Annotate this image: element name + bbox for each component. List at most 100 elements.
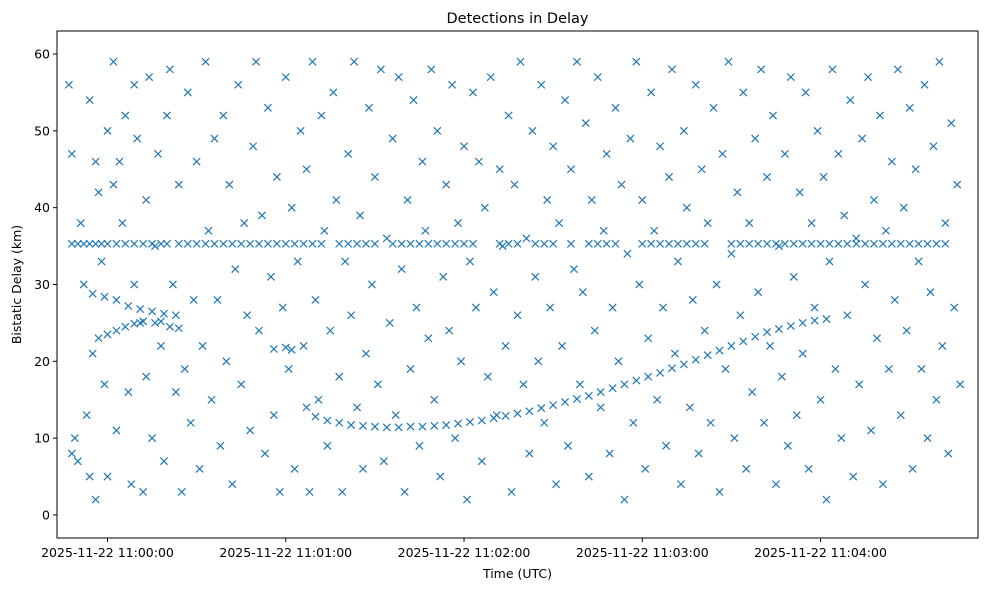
data-point bbox=[64, 80, 73, 89]
data-point bbox=[584, 239, 593, 248]
data-point bbox=[807, 219, 816, 228]
data-point bbox=[358, 421, 368, 430]
data-point bbox=[356, 211, 365, 220]
data-point bbox=[174, 180, 183, 189]
data-point bbox=[364, 103, 373, 112]
data-point bbox=[513, 311, 522, 320]
data-point bbox=[893, 65, 902, 74]
data-point bbox=[266, 272, 275, 281]
data-point bbox=[468, 88, 477, 97]
data-point bbox=[382, 234, 391, 243]
data-point bbox=[540, 418, 549, 427]
data-point bbox=[766, 341, 775, 350]
data-point bbox=[638, 239, 647, 248]
data-point bbox=[246, 239, 255, 248]
data-point bbox=[299, 239, 308, 248]
data-point bbox=[608, 303, 617, 312]
data-point bbox=[944, 449, 953, 458]
data-point bbox=[347, 311, 356, 320]
data-point bbox=[483, 372, 492, 381]
data-point bbox=[673, 257, 682, 266]
data-point bbox=[112, 426, 121, 435]
data-point bbox=[852, 234, 861, 243]
data-point bbox=[153, 149, 163, 158]
data-point bbox=[914, 239, 923, 248]
data-point bbox=[780, 149, 789, 158]
data-point bbox=[664, 172, 674, 181]
data-point bbox=[142, 372, 151, 381]
x-tick-label: 2025-11-22 11:03:00 bbox=[576, 545, 709, 560]
data-point bbox=[754, 288, 763, 297]
data-point bbox=[341, 257, 350, 266]
data-point bbox=[118, 219, 127, 228]
data-point bbox=[174, 324, 183, 333]
data-point bbox=[174, 239, 183, 248]
x-tick-label: 2025-11-22 11:02:00 bbox=[398, 545, 531, 560]
data-point bbox=[691, 80, 700, 89]
data-point bbox=[162, 111, 171, 120]
data-point bbox=[709, 103, 718, 112]
data-point bbox=[124, 388, 133, 397]
data-point bbox=[513, 409, 522, 418]
data-point bbox=[281, 239, 290, 248]
data-point bbox=[881, 226, 890, 235]
data-point bbox=[905, 239, 914, 248]
data-point bbox=[605, 449, 614, 458]
data-point bbox=[91, 495, 100, 504]
data-point bbox=[670, 349, 679, 358]
data-point bbox=[183, 88, 192, 97]
data-point bbox=[454, 419, 463, 428]
data-point bbox=[742, 464, 751, 473]
data-point bbox=[165, 322, 174, 331]
data-point bbox=[171, 388, 180, 397]
data-point bbox=[198, 341, 207, 350]
data-point bbox=[578, 288, 587, 297]
data-point bbox=[281, 73, 290, 82]
data-point bbox=[525, 449, 534, 458]
data-point bbox=[656, 368, 665, 377]
y-tick-label: 50 bbox=[34, 123, 50, 138]
data-point bbox=[614, 357, 623, 366]
data-point bbox=[257, 211, 267, 220]
data-point bbox=[204, 226, 213, 235]
data-point bbox=[647, 239, 656, 248]
data-point bbox=[127, 480, 136, 489]
x-tick-label: 2025-11-22 11:00:00 bbox=[41, 545, 174, 560]
data-point bbox=[828, 65, 837, 74]
data-point bbox=[293, 257, 302, 266]
plot-area bbox=[57, 31, 978, 538]
data-point bbox=[956, 380, 965, 389]
data-point bbox=[240, 219, 249, 228]
data-point bbox=[831, 364, 840, 374]
data-point bbox=[112, 326, 121, 335]
data-point bbox=[745, 219, 754, 228]
data-point bbox=[415, 441, 424, 450]
data-point bbox=[142, 195, 151, 205]
data-point bbox=[786, 321, 795, 331]
data-point bbox=[706, 418, 715, 427]
data-point bbox=[130, 280, 139, 289]
data-point bbox=[442, 180, 451, 189]
data-point bbox=[774, 242, 783, 251]
data-point bbox=[682, 239, 691, 248]
data-point bbox=[103, 330, 112, 339]
data-point bbox=[370, 422, 379, 431]
data-point bbox=[338, 487, 347, 496]
data-point bbox=[727, 249, 736, 258]
data-point bbox=[899, 203, 908, 212]
data-point bbox=[299, 341, 308, 350]
data-point bbox=[305, 487, 314, 496]
data-point bbox=[504, 111, 513, 120]
data-point bbox=[124, 301, 133, 311]
data-point bbox=[771, 480, 780, 489]
data-point bbox=[397, 265, 406, 274]
data-point bbox=[103, 239, 112, 248]
data-point bbox=[284, 364, 293, 374]
data-point bbox=[317, 111, 326, 120]
data-point bbox=[326, 326, 335, 335]
data-point bbox=[151, 318, 160, 327]
data-point bbox=[323, 441, 332, 450]
data-point bbox=[522, 234, 531, 243]
data-point bbox=[896, 411, 905, 420]
data-point bbox=[201, 239, 210, 248]
